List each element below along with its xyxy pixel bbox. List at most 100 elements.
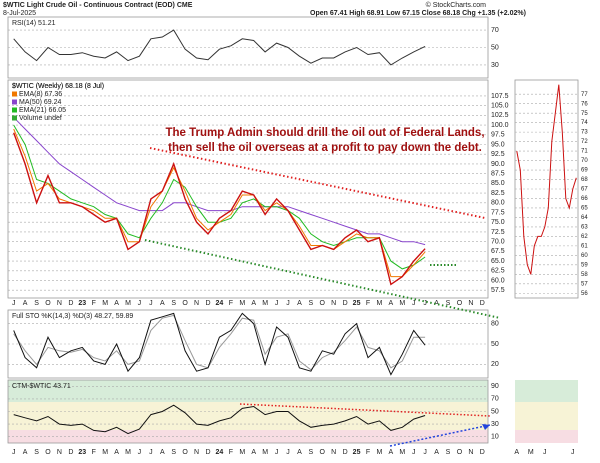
x-tick-label: J: [12, 300, 16, 307]
x-tick-label: A: [114, 300, 119, 307]
x-tick-label: A: [389, 300, 394, 307]
legend-entry: $WTIC (Weekly) 68.18 (8 Jul): [12, 83, 104, 90]
x-tick-label: F: [366, 300, 370, 307]
quote: Open 67.41 High 68.91 Low 67.15 Close 68…: [310, 10, 526, 17]
x-tick-label: A: [434, 449, 439, 456]
x-tick-label: N: [194, 300, 199, 307]
y-tick-label: 67.5: [491, 248, 505, 255]
y-tick-label: 63: [581, 224, 588, 230]
x-tick-label: M: [528, 449, 534, 456]
x-tick-label: S: [446, 300, 451, 307]
x-tick-label: J: [149, 449, 153, 456]
x-tick-label: F: [92, 300, 96, 307]
series-line: [516, 84, 577, 275]
legend-entry: MA(50) 69.24: [19, 99, 62, 106]
x-tick-label: D: [480, 449, 485, 456]
x-tick-label: N: [468, 449, 473, 456]
y-tick-label: 75.0: [491, 219, 505, 226]
x-tick-label: J: [138, 300, 142, 307]
x-tick-label: S: [34, 300, 39, 307]
y-tick-label: 58: [581, 272, 588, 278]
y-tick-label: 107.5: [491, 93, 509, 100]
band: [515, 402, 578, 430]
x-tick-label: A: [251, 300, 256, 307]
y-tick-label: 69: [581, 168, 588, 174]
y-tick-label: 70: [581, 158, 588, 164]
x-tick-label: O: [45, 300, 51, 307]
y-tick-label: 70: [491, 27, 499, 34]
x-tick-label: S: [309, 449, 314, 456]
x-tick-label: A: [251, 449, 256, 456]
x-tick-label: D: [480, 300, 485, 307]
x-tick-label: 25: [353, 449, 361, 456]
x-tick-label: M: [125, 449, 131, 456]
y-tick-label: 82.5: [491, 190, 505, 197]
series-line: [13, 29, 426, 66]
x-tick-label: A: [23, 300, 28, 307]
y-tick-label: 57: [581, 281, 588, 287]
y-tick-label: 70.0: [491, 238, 505, 245]
x-tick-label: 23: [78, 300, 86, 307]
x-tick-label: O: [320, 300, 326, 307]
x-tick-label: D: [343, 449, 348, 456]
y-tick-label: 100.0: [491, 122, 509, 129]
x-tick-label: A: [434, 300, 439, 307]
x-tick-label: 24: [216, 300, 224, 307]
x-tick-label: 23: [78, 449, 86, 456]
x-tick-label: J: [423, 449, 427, 456]
legend-swatch: [12, 107, 17, 113]
y-tick-label: 60.0: [491, 277, 505, 284]
x-tick-label: N: [331, 300, 336, 307]
y-tick-label: 80: [491, 320, 499, 327]
legend-entry: EMA(8) 67.36: [19, 91, 62, 98]
panel-title: RSI(14) 51.21: [12, 20, 56, 27]
y-tick-label: 56: [581, 291, 588, 297]
y-tick-label: 92.5: [491, 151, 505, 158]
x-tick-label: A: [389, 449, 394, 456]
x-tick-label: A: [297, 449, 302, 456]
x-tick-label: J: [543, 449, 547, 456]
y-tick-label: 50: [491, 44, 499, 51]
date: 8-Jul-2025: [3, 10, 36, 17]
x-tick-label: J: [286, 300, 290, 307]
y-tick-label: 68: [581, 177, 588, 183]
x-tick-label: F: [92, 449, 96, 456]
y-tick-label: 61: [581, 243, 588, 249]
y-tick-label: 57.5: [491, 287, 505, 294]
panel-title: CTM-$WTIC 43.71: [12, 383, 71, 390]
y-tick-label: 59: [581, 262, 588, 268]
y-tick-label: 20: [491, 361, 499, 368]
x-tick-label: O: [45, 449, 51, 456]
x-tick-label: J: [138, 449, 142, 456]
x-tick-label: N: [194, 449, 199, 456]
series-line: [13, 314, 426, 371]
legend-swatch: [12, 99, 17, 105]
x-tick-label: 24: [216, 449, 224, 456]
x-tick-label: F: [229, 300, 233, 307]
y-tick-label: 66: [581, 196, 588, 202]
x-tick-label: J: [149, 300, 153, 307]
y-tick-label: 76: [581, 101, 588, 107]
x-tick-label: A: [23, 449, 28, 456]
y-tick-label: 80.0: [491, 200, 505, 207]
trend-line: [149, 147, 486, 219]
y-tick-label: 90.0: [491, 161, 505, 168]
x-tick-label: J: [275, 300, 279, 307]
x-tick-label: N: [57, 300, 62, 307]
x-tick-label: A: [160, 449, 165, 456]
legend-swatch: [12, 91, 17, 97]
x-tick-label: D: [343, 300, 348, 307]
y-tick-label: 77: [581, 92, 588, 98]
x-tick-label: D: [68, 300, 73, 307]
x-tick-label: N: [57, 449, 62, 456]
x-tick-label: M: [102, 449, 108, 456]
x-tick-label: J: [423, 300, 427, 307]
y-tick-label: 30: [491, 421, 499, 428]
x-tick-label: N: [468, 300, 473, 307]
y-tick-label: 30: [491, 62, 499, 69]
source: © StockCharts.com: [426, 1, 487, 9]
x-tick-label: A: [114, 449, 119, 456]
y-tick-label: 73: [581, 130, 588, 136]
y-tick-label: 72.5: [491, 229, 505, 236]
